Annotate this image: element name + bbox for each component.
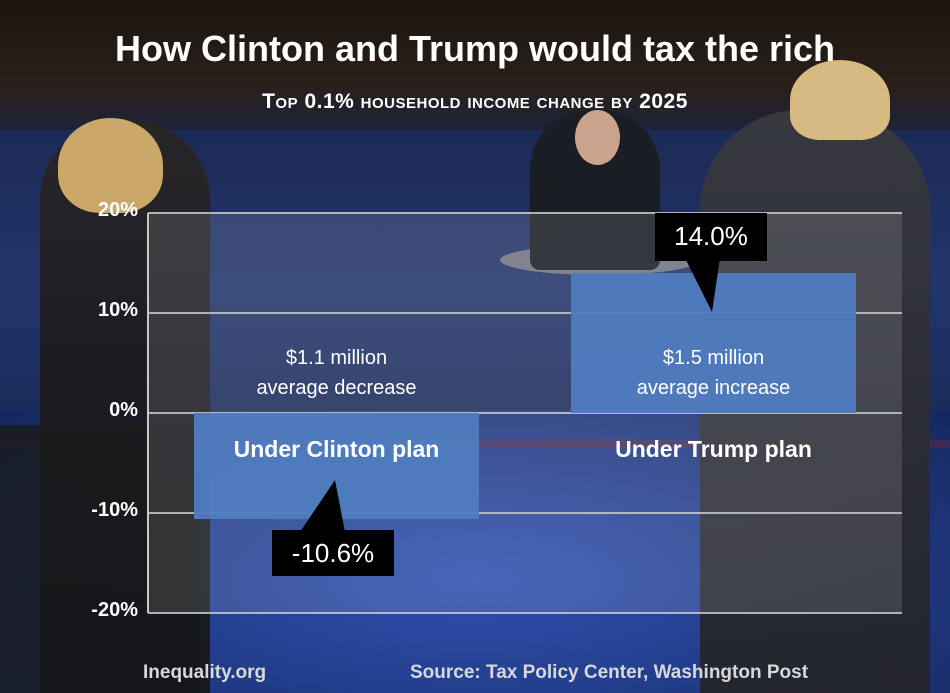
- left-candidate-hair: [58, 118, 163, 213]
- left-candidate-figure: [40, 120, 210, 693]
- footer-credit: Inequality.org: [143, 662, 267, 683]
- category-label: Under Trump plan: [615, 436, 812, 462]
- bar-note: $1.1 million average decrease: [256, 347, 417, 399]
- chart-subtitle: Top 0.1% household income change by 2025: [262, 90, 688, 113]
- y-tick-label: 0%: [109, 399, 138, 421]
- chart-title: How Clinton and Trump would tax the rich: [115, 28, 835, 69]
- y-tick-label: -20%: [91, 599, 138, 621]
- category-label: Under Clinton plan: [233, 436, 440, 462]
- callout-pointer: [300, 480, 345, 532]
- footer-source: Source: Tax Policy Center, Washington Po…: [410, 662, 809, 683]
- bar-note: $1.5 million average increase: [636, 347, 791, 399]
- value-callout: -10.6%: [272, 530, 394, 576]
- y-tick-label: 20%: [97, 199, 138, 221]
- value-callout: 14.0%: [655, 213, 767, 261]
- callout-pointer: [685, 258, 720, 312]
- right-candidate-hair: [790, 60, 890, 140]
- y-tick-label: 10%: [97, 299, 138, 321]
- moderator-head: [575, 110, 620, 165]
- y-tick-label: -10%: [91, 499, 138, 521]
